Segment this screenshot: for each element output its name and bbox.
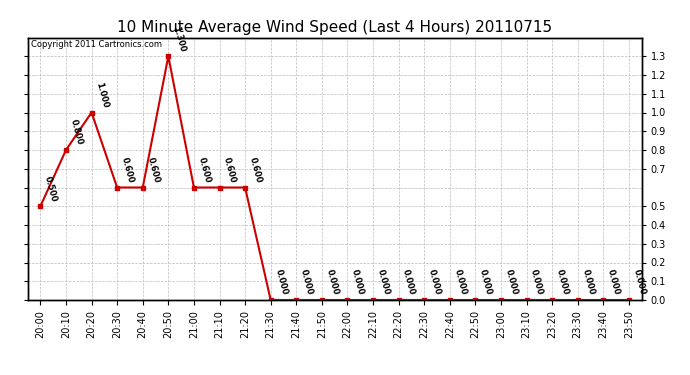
Text: 0.000: 0.000	[453, 268, 468, 296]
Text: 1.300: 1.300	[171, 25, 186, 52]
Text: 0.000: 0.000	[324, 268, 340, 296]
Text: 0.000: 0.000	[375, 268, 391, 296]
Text: 0.000: 0.000	[580, 268, 595, 296]
Text: 0.000: 0.000	[401, 268, 417, 296]
Text: 0.000: 0.000	[606, 268, 622, 296]
Text: 0.000: 0.000	[529, 268, 544, 296]
Text: 0.000: 0.000	[478, 268, 493, 296]
Text: 0.000: 0.000	[426, 268, 442, 296]
Text: 0.600: 0.600	[222, 156, 237, 184]
Text: 0.600: 0.600	[197, 156, 212, 184]
Text: 0.000: 0.000	[273, 268, 288, 296]
Text: 0.000: 0.000	[504, 268, 519, 296]
Text: 0.000: 0.000	[350, 268, 366, 296]
Text: 0.000: 0.000	[299, 268, 315, 296]
Text: 0.600: 0.600	[120, 156, 135, 184]
Text: 0.000: 0.000	[555, 268, 570, 296]
Text: 0.600: 0.600	[146, 156, 161, 184]
Text: 0.000: 0.000	[631, 268, 647, 296]
Text: Copyright 2011 Cartronics.com: Copyright 2011 Cartronics.com	[30, 40, 161, 49]
Title: 10 Minute Average Wind Speed (Last 4 Hours) 20110715: 10 Minute Average Wind Speed (Last 4 Hou…	[117, 20, 552, 35]
Text: 0.600: 0.600	[248, 156, 263, 184]
Text: 0.800: 0.800	[68, 118, 84, 146]
Text: 1.000: 1.000	[94, 81, 110, 109]
Text: 0.500: 0.500	[43, 175, 59, 202]
